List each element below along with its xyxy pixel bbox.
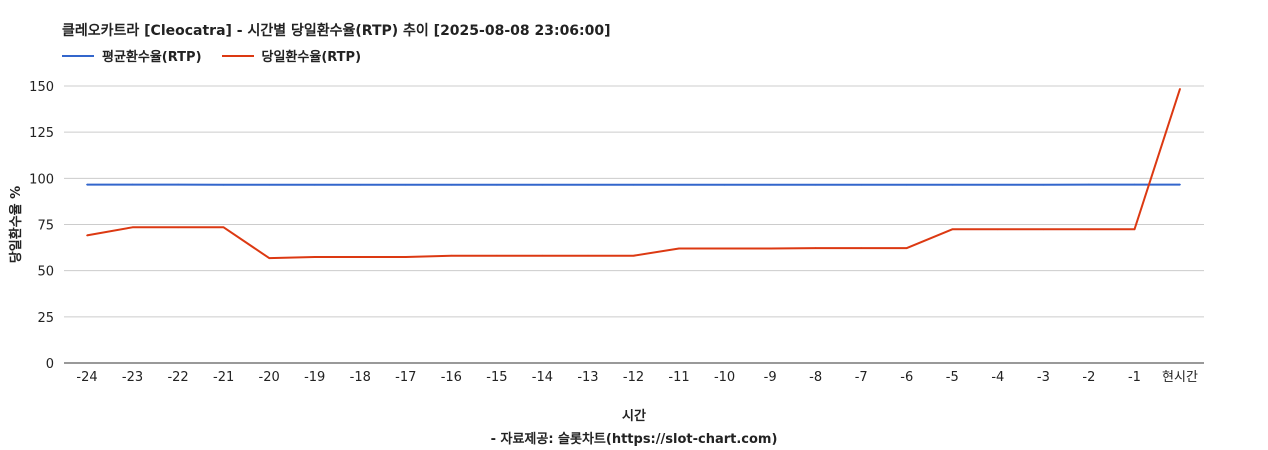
data-point-average xyxy=(313,184,316,186)
series-line-daily xyxy=(86,88,1181,260)
data-point-average xyxy=(769,184,771,186)
data-point-daily xyxy=(632,254,635,257)
data-point-average xyxy=(177,183,179,186)
data-point-average xyxy=(723,184,726,186)
x-tick-label: -17 xyxy=(395,370,416,385)
x-tick-label: -4 xyxy=(991,370,1004,385)
x-tick-label: -7 xyxy=(855,370,868,385)
data-point-average xyxy=(359,184,362,186)
data-point-average xyxy=(906,184,908,186)
data-point-average xyxy=(951,184,954,186)
data-point-daily xyxy=(359,256,362,258)
y-tick-label: 50 xyxy=(37,265,54,280)
data-point-daily xyxy=(723,247,726,250)
x-tick-label: 현시간 xyxy=(1162,370,1198,385)
x-tick-label: -18 xyxy=(350,370,371,385)
chart-title: 클레오카트라 [Cleocatra] - 시간별 당일환수율(RTP) 추이 [… xyxy=(62,23,611,39)
y-tick-label: 75 xyxy=(37,219,54,234)
data-point-average xyxy=(1179,183,1181,186)
data-point-average xyxy=(587,184,589,186)
data-point-daily xyxy=(814,247,817,249)
legend-swatch-average xyxy=(62,54,94,57)
data-point-daily xyxy=(860,247,862,249)
legend-swatch-daily xyxy=(221,54,254,57)
x-tick-label: -2 xyxy=(1082,370,1095,385)
data-point-daily xyxy=(1088,228,1090,231)
legend-label-average: 평균환수율(RTP) xyxy=(102,50,202,65)
data-point-daily xyxy=(769,247,771,250)
data-point-average xyxy=(860,184,862,186)
data-point-average xyxy=(997,184,999,186)
data-point-average xyxy=(86,183,88,186)
y-tick-label: 150 xyxy=(29,80,54,95)
data-point-average xyxy=(541,184,544,186)
x-tick-label: -23 xyxy=(122,370,143,385)
x-tick-label: -1 xyxy=(1128,370,1141,385)
data-point-average xyxy=(268,184,271,186)
x-tick-label: -3 xyxy=(1037,370,1050,385)
x-tick-label: -12 xyxy=(623,370,644,385)
y-axis-title: 당일환수율 % xyxy=(8,186,24,263)
data-point-daily xyxy=(951,228,954,231)
y-tick-label: 125 xyxy=(29,126,54,141)
data-point-average xyxy=(1088,183,1090,186)
data-point-average xyxy=(632,184,635,186)
x-tick-label: -11 xyxy=(668,370,689,385)
x-tick-label: -10 xyxy=(714,370,735,385)
data-point-daily xyxy=(496,254,498,257)
x-tick-label: -24 xyxy=(76,370,97,385)
x-tick-label: -22 xyxy=(167,370,188,385)
data-point-average xyxy=(814,184,817,186)
x-tick-label: -16 xyxy=(441,370,462,385)
data-point-daily xyxy=(268,257,271,259)
data-point-average xyxy=(222,184,225,186)
data-point-daily xyxy=(222,226,225,229)
x-tick-label: -8 xyxy=(809,370,822,385)
data-point-daily xyxy=(906,247,908,249)
x-tick-label: -15 xyxy=(486,370,507,385)
source-note: - 자료제공: 슬롯차트(https://slot-chart.com) xyxy=(490,432,778,447)
x-tick-label: -20 xyxy=(259,370,280,385)
y-tick-label: 25 xyxy=(37,311,54,326)
x-tick-label: -13 xyxy=(577,370,598,385)
data-point-daily xyxy=(1133,228,1136,231)
data-point-average xyxy=(131,183,134,186)
data-point-daily xyxy=(1042,228,1045,231)
data-point-daily xyxy=(997,228,999,231)
x-tick-label: -6 xyxy=(900,370,913,385)
data-point-daily xyxy=(450,254,453,257)
y-tick-label: 0 xyxy=(46,357,54,372)
x-tick-label: -19 xyxy=(304,370,325,385)
data-point-daily xyxy=(313,256,316,258)
x-tick-label: -9 xyxy=(764,370,777,385)
data-point-daily xyxy=(131,226,134,229)
legend-label-daily: 당일환수율(RTP) xyxy=(261,50,362,65)
x-tick-label: -5 xyxy=(946,370,959,385)
x-axis-title: 시간 xyxy=(622,408,646,424)
y-tick-label: 100 xyxy=(29,172,54,187)
data-point-average xyxy=(1133,183,1136,186)
data-point-daily xyxy=(587,254,589,257)
data-point-average xyxy=(1042,184,1045,186)
data-point-average xyxy=(450,184,453,186)
legend-item-daily[interactable]: 당일환수율(RTP) xyxy=(221,46,362,65)
data-point-average xyxy=(496,184,498,186)
legend: 평균환수율(RTP) 당일환수율(RTP) xyxy=(62,46,361,65)
data-point-daily xyxy=(1179,88,1181,90)
legend-item-average[interactable]: 평균환수율(RTP) xyxy=(62,46,202,65)
data-point-average xyxy=(678,184,680,186)
data-point-average xyxy=(405,184,407,186)
x-tick-label: -14 xyxy=(532,370,553,385)
data-point-daily xyxy=(405,256,407,258)
data-point-daily xyxy=(177,226,179,229)
data-point-daily xyxy=(541,254,544,257)
data-point-daily xyxy=(86,234,88,237)
x-tick-label: -21 xyxy=(213,370,234,385)
data-point-daily xyxy=(678,247,680,250)
